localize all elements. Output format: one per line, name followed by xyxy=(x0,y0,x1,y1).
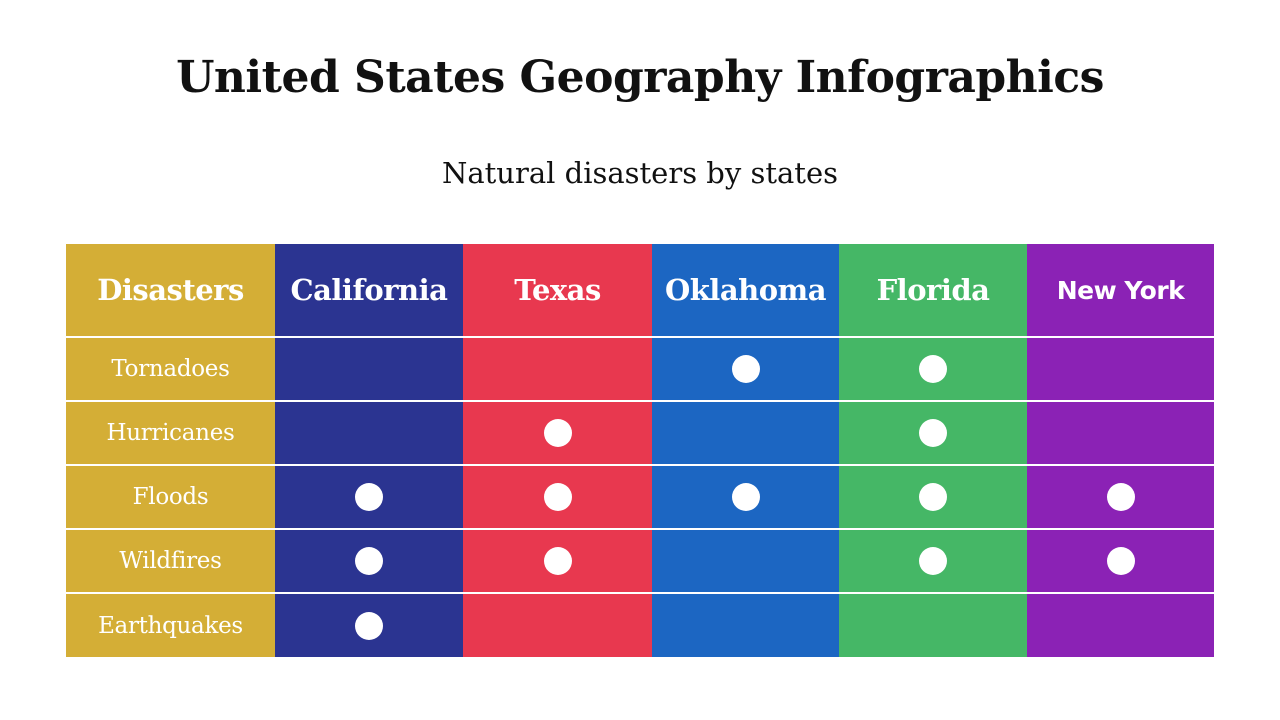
filled-circle-icon xyxy=(919,419,947,447)
table-cell xyxy=(275,592,463,657)
filled-circle-icon xyxy=(1106,547,1135,575)
filled-circle-icon xyxy=(919,483,947,511)
filled-circle-icon xyxy=(355,483,383,511)
row-label-floods: Floods xyxy=(66,464,275,528)
filled-circle-icon xyxy=(355,547,383,575)
table-cell xyxy=(463,464,652,528)
page-subtitle: Natural disasters by states xyxy=(441,156,838,190)
header-texas: Texas xyxy=(463,244,652,336)
table-cell xyxy=(652,336,839,400)
filled-circle-icon xyxy=(543,547,572,575)
table-cell xyxy=(839,336,1027,400)
table-cell xyxy=(1027,336,1214,400)
filled-circle-icon xyxy=(919,355,947,383)
table-cell xyxy=(839,464,1027,528)
header-oklahoma: Oklahoma xyxy=(652,244,839,336)
table-cell xyxy=(652,400,839,464)
row-label-wildfires: Wildfires xyxy=(66,528,275,592)
table-cell xyxy=(839,528,1027,592)
page-title: United States Geography Infographics xyxy=(176,52,1104,103)
table-cell xyxy=(1027,464,1214,528)
table-cell xyxy=(1027,528,1214,592)
row-label-earthquakes: Earthquakes xyxy=(66,592,275,657)
header-new-york: New York xyxy=(1027,244,1214,336)
table-cell xyxy=(275,464,463,528)
header-florida: Florida xyxy=(839,244,1027,336)
row-label-tornadoes: Tornadoes xyxy=(66,336,275,400)
table-cell xyxy=(652,464,839,528)
table-cell xyxy=(1027,400,1214,464)
filled-circle-icon xyxy=(919,547,947,575)
table-cell xyxy=(1027,592,1214,657)
table-cell xyxy=(275,400,463,464)
table-cell xyxy=(275,528,463,592)
table-cell xyxy=(839,592,1027,657)
table-cell xyxy=(463,336,652,400)
table-cell xyxy=(839,400,1027,464)
filled-circle-icon xyxy=(731,483,760,511)
table-cell xyxy=(463,400,652,464)
table-cell xyxy=(652,592,839,657)
filled-circle-icon xyxy=(355,611,383,640)
row-label-hurricanes: Hurricanes xyxy=(66,400,275,464)
table-cell xyxy=(652,528,839,592)
header-california: California xyxy=(275,244,463,336)
filled-circle-icon xyxy=(543,483,572,511)
table-cell xyxy=(463,528,652,592)
table-cell xyxy=(275,336,463,400)
table-cell xyxy=(463,592,652,657)
header-disasters: Disasters xyxy=(66,244,275,336)
disaster-table: Disasters California Texas Oklahoma Florida N… xyxy=(66,244,1214,657)
filled-circle-icon xyxy=(543,419,572,447)
filled-circle-icon xyxy=(731,355,760,383)
filled-circle-icon xyxy=(1106,483,1135,511)
